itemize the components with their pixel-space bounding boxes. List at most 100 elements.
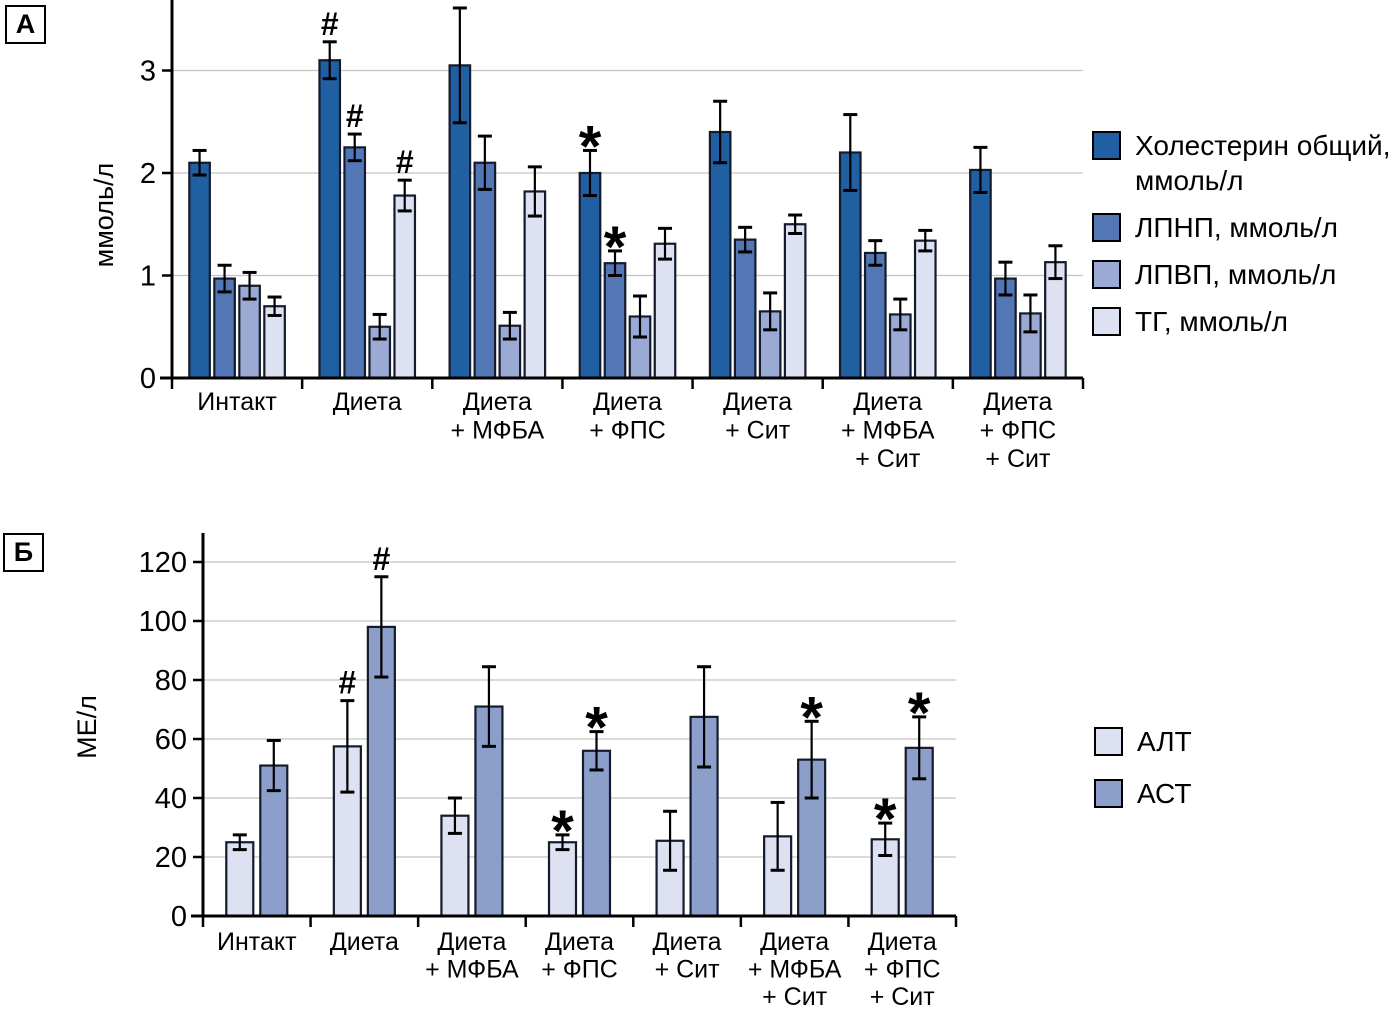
bar — [523, 190, 547, 380]
legend-label: АСТ — [1137, 778, 1192, 809]
x-category-label: Диета — [333, 388, 402, 416]
significance-mark: # — [338, 665, 356, 701]
x-category-label: + Сит — [870, 983, 936, 1011]
bar — [578, 171, 602, 380]
legend-swatch-icon — [1092, 260, 1121, 289]
significance-mark: # — [346, 98, 364, 134]
bar — [733, 238, 757, 380]
y-tick-label: 1 — [140, 261, 156, 293]
legend-item: АСТ — [1094, 776, 1192, 811]
bar — [343, 146, 367, 380]
x-category-label: Диета — [437, 928, 506, 956]
x-category-label: Интакт — [217, 928, 297, 956]
x-category-label: + МФБА — [451, 417, 545, 445]
y-axis-title: ммоль/л — [89, 163, 119, 268]
legend-item: ЛПНП, ммоль/л — [1092, 210, 1400, 245]
bar — [225, 841, 255, 918]
x-category-label: + Сит — [655, 956, 721, 984]
x-category-label: Диета — [853, 388, 922, 416]
bar — [547, 841, 578, 918]
y-tick-label: 60 — [155, 724, 187, 756]
x-category-label: + Сит — [725, 417, 791, 445]
panel-a-label-box: А — [5, 5, 46, 44]
x-category-label: + Сит — [985, 445, 1051, 473]
y-tick-label: 2 — [140, 158, 156, 190]
bar — [603, 262, 627, 380]
bar — [473, 161, 497, 380]
panel-b-label: Б — [13, 537, 34, 567]
significance-mark: * — [551, 799, 574, 864]
bar — [263, 305, 286, 380]
significance-mark: * — [604, 215, 627, 280]
x-category-label: Диета — [760, 928, 829, 956]
x-category-label: + ФПС — [980, 417, 1057, 445]
panel-b-label-box: Б — [3, 533, 44, 572]
x-category-label: Диета — [723, 388, 792, 416]
bar — [213, 277, 236, 380]
legend-item: АЛТ — [1094, 724, 1192, 759]
y-axis-title: МЕ/л — [72, 695, 102, 759]
x-category-label: + МФБА — [841, 417, 935, 445]
legend-label: Холестерин общий, ммоль/л — [1135, 130, 1391, 196]
significance-mark: # — [321, 6, 339, 42]
x-category-label: Диета — [983, 388, 1052, 416]
legend-item: ЛПВП, ммоль/л — [1092, 257, 1400, 292]
legend-swatch-icon — [1094, 727, 1123, 756]
bar — [259, 764, 289, 918]
panel-a-label: А — [15, 9, 36, 39]
legend-label: ЛПВП, ммоль/л — [1135, 259, 1337, 290]
x-category-label: Диета — [545, 928, 614, 956]
x-category-label: + ФПС — [589, 417, 666, 445]
x-category-label: + МФБА — [425, 956, 519, 984]
significance-mark: * — [874, 787, 897, 852]
x-category-label: Диета — [653, 928, 722, 956]
legend-swatch-icon — [1094, 779, 1123, 808]
y-tick-label: 20 — [155, 842, 187, 874]
significance-mark: * — [800, 685, 823, 750]
bar — [188, 161, 211, 380]
bar — [393, 194, 417, 380]
x-category-label: + Сит — [762, 983, 828, 1011]
significance-mark: * — [579, 114, 602, 179]
legend-label: ТГ, ммоль/л — [1135, 306, 1288, 337]
x-category-label: Диета — [330, 928, 399, 956]
legend-item: ТГ, ммоль/л — [1092, 304, 1400, 339]
bar — [969, 168, 992, 380]
legend-swatch-icon — [1092, 307, 1121, 336]
x-category-label: + МФБА — [748, 956, 842, 984]
y-tick-label: 100 — [139, 606, 187, 638]
bar — [581, 749, 612, 918]
legend-item: Холестерин общий, ммоль/л — [1092, 128, 1400, 198]
significance-mark: * — [908, 681, 931, 746]
significance-mark: # — [396, 144, 414, 180]
y-tick-label: 3 — [140, 56, 156, 88]
x-category-label: Диета — [868, 928, 937, 956]
significance-mark: # — [372, 541, 390, 577]
bar — [653, 242, 677, 380]
legend-b: АЛТ АСТ — [1094, 724, 1192, 811]
y-tick-label: 0 — [171, 901, 187, 933]
x-category-label: Диета — [593, 388, 662, 416]
bar — [318, 59, 342, 380]
x-category-label: Интакт — [197, 388, 277, 416]
x-category-label: + Сит — [855, 445, 921, 473]
x-category-label: + ФПС — [541, 956, 618, 984]
y-tick-label: 120 — [139, 547, 187, 579]
legend-swatch-icon — [1092, 131, 1121, 160]
bar — [863, 251, 887, 380]
legend-swatch-icon — [1092, 213, 1121, 242]
bar — [440, 814, 470, 918]
legend-label: ЛПНП, ммоль/л — [1135, 212, 1338, 243]
legend-label: АЛТ — [1137, 726, 1192, 757]
bar — [708, 130, 732, 380]
x-category-label: + ФПС — [864, 956, 941, 984]
x-category-label: Диета — [463, 388, 532, 416]
bar — [783, 223, 807, 380]
legend-a: Холестерин общий, ммоль/л ЛПНП, ммоль/л ЛП… — [1092, 128, 1400, 339]
significance-mark: * — [585, 696, 608, 761]
bar — [913, 239, 937, 380]
y-tick-label: 80 — [155, 665, 187, 697]
